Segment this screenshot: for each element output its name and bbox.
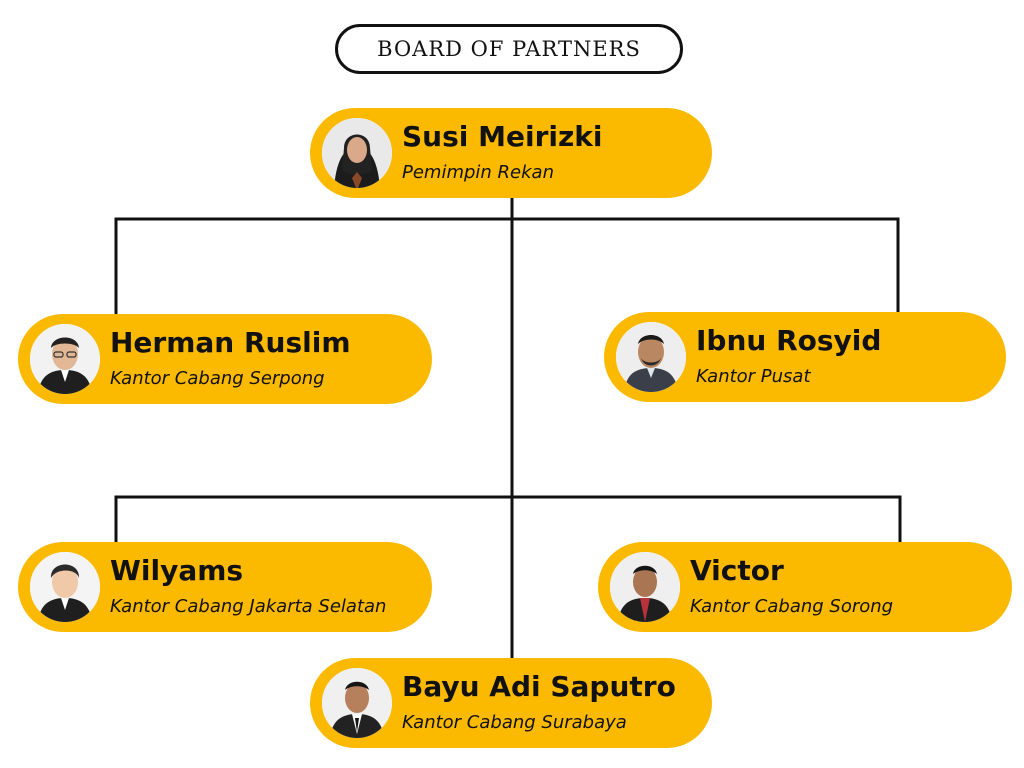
partner-role: Kantor Cabang Sorong <box>690 596 894 617</box>
partner-name: Susi Meirizki <box>402 120 603 153</box>
partner-role: Kantor Cabang Jakarta Selatan <box>110 596 387 617</box>
person-suit-icon <box>318 664 396 742</box>
person-glasses-icon <box>26 320 104 398</box>
person-beard-icon <box>612 318 690 396</box>
partner-card-4: Victor Kantor Cabang Sorong <box>598 542 1012 632</box>
partner-role: Pemimpin Rekan <box>402 162 554 183</box>
person-batik-icon <box>606 548 684 626</box>
partner-card-3: Wilyams Kantor Cabang Jakarta Selatan <box>18 542 432 632</box>
partner-name: Ibnu Rosyid <box>696 324 882 357</box>
partner-role: Kantor Cabang Surabaya <box>402 712 627 733</box>
partner-name: Wilyams <box>110 554 244 587</box>
partner-card-1: Herman Ruslim Kantor Cabang Serpong <box>18 314 432 404</box>
chart-title: BOARD OF PARTNERS <box>335 24 683 74</box>
partner-name: Herman Ruslim <box>110 326 351 359</box>
partner-card-root: Susi Meirizki Pemimpin Rekan <box>310 108 712 198</box>
partner-role: Kantor Pusat <box>696 366 811 387</box>
partner-card-5: Bayu Adi Saputro Kantor Cabang Surabaya <box>310 658 712 748</box>
partner-role: Kantor Cabang Serpong <box>110 368 325 389</box>
partner-name: Victor <box>690 554 784 587</box>
person-icon <box>26 548 104 626</box>
partner-card-2: Ibnu Rosyid Kantor Pusat <box>604 312 1006 402</box>
partner-name: Bayu Adi Saputro <box>402 670 676 703</box>
person-hijab-icon <box>318 114 396 192</box>
